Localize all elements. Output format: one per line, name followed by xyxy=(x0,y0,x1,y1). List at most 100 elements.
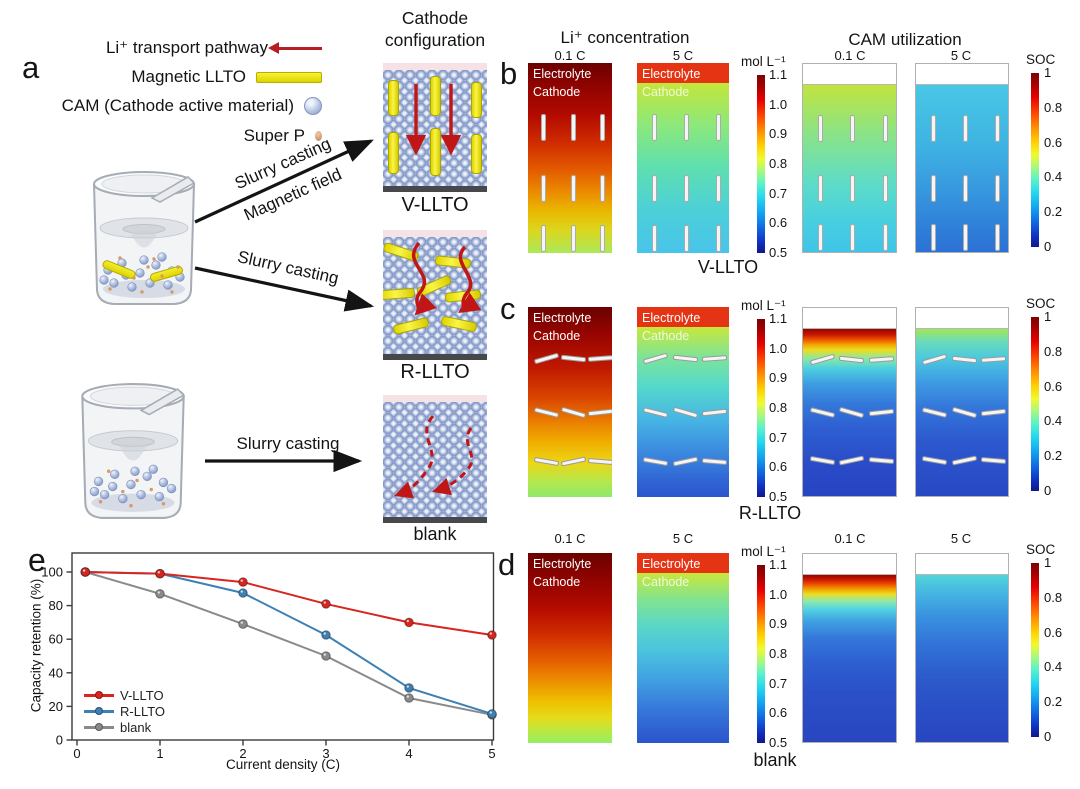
colorbar-tick-label: 0.2 xyxy=(1044,448,1063,464)
config-title: Cathode configuration xyxy=(384,8,486,50)
colorbar-mol-c xyxy=(757,319,765,497)
llto-rod-marker xyxy=(533,353,560,365)
heatmap-c-li-0.1C: Electrolyte Cathode xyxy=(528,307,612,497)
heatmap-b-li-5C: Electrolyte Cathode xyxy=(637,63,729,253)
colorbar-tick-label: 0.4 xyxy=(1044,659,1063,675)
llto-rod-marker xyxy=(716,114,722,142)
colorbar-mol-d xyxy=(757,565,765,743)
llto-rod-marker xyxy=(995,114,1001,142)
colorbar-soc-d-ticks: 1 0.8 0.6 0.4 0.2 0 xyxy=(1044,556,1078,744)
llto-rod-marker xyxy=(570,175,576,203)
colorbar-tick-label: 1.1 xyxy=(769,557,788,572)
colorbar-tick-label: 1.0 xyxy=(769,586,788,602)
rate-header: 0.1 C xyxy=(554,531,586,546)
group-label-r-llto: R-LLTO xyxy=(738,503,802,523)
config-label-v-llto: V-LLTO xyxy=(401,194,469,216)
colorbar-soc-c-ticks: 1 0.8 0.6 0.4 0.2 0 xyxy=(1044,310,1078,498)
colorbar-mol-b xyxy=(757,75,765,253)
heatmap-d-cam-0.1C xyxy=(802,553,897,743)
llto-rod-marker xyxy=(672,456,699,467)
svg-text:5: 5 xyxy=(488,746,495,761)
legend-super-p-label: Super P xyxy=(243,126,305,145)
llto-rod-marker xyxy=(570,114,576,142)
electrode-schematic-r-llto xyxy=(383,230,487,360)
llto-rod-marker xyxy=(951,455,978,466)
llto-rod-marker xyxy=(930,114,936,142)
llto-rod-marker xyxy=(643,353,669,365)
colorbar-soc-d xyxy=(1031,563,1039,737)
process-arrows xyxy=(194,139,375,473)
rate-header: 0.1 C xyxy=(554,48,586,63)
panel-b-letter: b xyxy=(500,56,518,91)
colorbar-tick-label: 1.0 xyxy=(769,340,788,356)
svg-text:3: 3 xyxy=(322,746,329,761)
colorbar-tick-label: 0.2 xyxy=(1044,694,1063,710)
colorbar-mol-b-ticks: 1.1 1.0 0.9 0.8 0.7 0.6 0.5 xyxy=(769,68,803,260)
colorbar-tick-label: 0.6 xyxy=(1044,134,1063,150)
legend-row-li-pathway: Li⁺ transport pathway xyxy=(0,38,338,58)
chart-legend-entry: blank xyxy=(84,719,165,735)
colorbar-tick-label: 0.6 xyxy=(1044,378,1063,394)
llto-rod-marker xyxy=(560,355,586,363)
config-label-r-llto: R-LLTO xyxy=(400,361,470,383)
llto-rod-marker xyxy=(951,406,978,418)
rate-header: 5 C xyxy=(672,531,694,546)
colorbar-tick-label: 0.7 xyxy=(769,185,788,201)
legend-cam-label: CAM (Cathode active material) xyxy=(61,96,294,115)
colorbar-tick-label: 0.6 xyxy=(769,215,788,231)
llto-rod-marker xyxy=(683,224,689,252)
llto-rod-marker xyxy=(533,456,560,467)
x-axis-label: Current density (C) xyxy=(225,757,341,772)
heatmap-b-li-0.1C: Electrolyte Cathode xyxy=(528,63,612,253)
chart-legend-label: blank xyxy=(120,719,152,735)
separator-strip xyxy=(383,63,487,70)
llto-rod-marker xyxy=(541,175,547,203)
llto-rod-marker xyxy=(962,114,968,142)
llto-rod-marker xyxy=(882,174,888,202)
yellow-rod-icon xyxy=(256,71,322,83)
soc-unit-label: SOC xyxy=(1026,296,1056,311)
super-p-dot-icon xyxy=(315,131,322,141)
panel-d-letter: d xyxy=(498,547,516,582)
llto-rod-marker xyxy=(643,406,669,418)
svg-text:20: 20 xyxy=(49,699,63,714)
heatmap-c-cam-5C xyxy=(915,307,1009,497)
legend-line-marker-icon xyxy=(84,722,114,731)
chart-legend-entry: V-LLTO xyxy=(84,687,165,703)
svg-text:100: 100 xyxy=(41,565,63,580)
colorbar-tick-label: 0.8 xyxy=(1044,99,1063,115)
rate-header: 0.1 C xyxy=(834,48,866,63)
colorbar-tick-label: 1.1 xyxy=(769,311,788,326)
colorbar-tick-label: 0.7 xyxy=(769,429,788,445)
llto-rod-marker xyxy=(600,114,606,142)
svg-text:4: 4 xyxy=(405,746,412,761)
llto-rod-marker xyxy=(651,175,657,203)
group-label-blank: blank xyxy=(753,750,797,770)
llto-rod-marker xyxy=(817,114,823,142)
heatmap-d-li-0.1C: Electrolyte Cathode xyxy=(528,553,612,743)
colorbar-tick-label: 0 xyxy=(1044,728,1052,744)
svg-text:60: 60 xyxy=(49,632,63,647)
llto-rod-marker xyxy=(981,356,1007,363)
llto-rod-marker xyxy=(922,406,948,418)
llto-rod-marker xyxy=(995,174,1001,202)
llto-rod-marker xyxy=(651,114,657,142)
colorbar-tick-label: 0.6 xyxy=(1044,624,1063,640)
electrode-schematic-v-llto xyxy=(383,63,487,192)
mol-unit-label: mol L⁻¹ xyxy=(741,54,786,69)
legend-line-marker-icon xyxy=(84,706,114,715)
llto-rod-marker xyxy=(683,114,689,142)
llto-rod-marker xyxy=(672,406,699,418)
colorbar-tick-label: 1 xyxy=(1044,65,1052,80)
rate-header: 5 C xyxy=(950,531,972,546)
colorbar-tick-label: 0 xyxy=(1044,238,1052,254)
colorbar-soc-c xyxy=(1031,317,1039,491)
li-transport-arrows-dashed xyxy=(394,414,474,499)
capacity-retention-chart: 0 1 2 3 4 5 0 20 40 60 80 100 xyxy=(41,552,497,761)
separator-strip xyxy=(383,230,487,237)
llto-rod-marker xyxy=(981,457,1007,465)
current-collector xyxy=(383,186,487,192)
llto-rod-marker xyxy=(817,174,823,202)
llto-rod-marker xyxy=(839,355,865,364)
